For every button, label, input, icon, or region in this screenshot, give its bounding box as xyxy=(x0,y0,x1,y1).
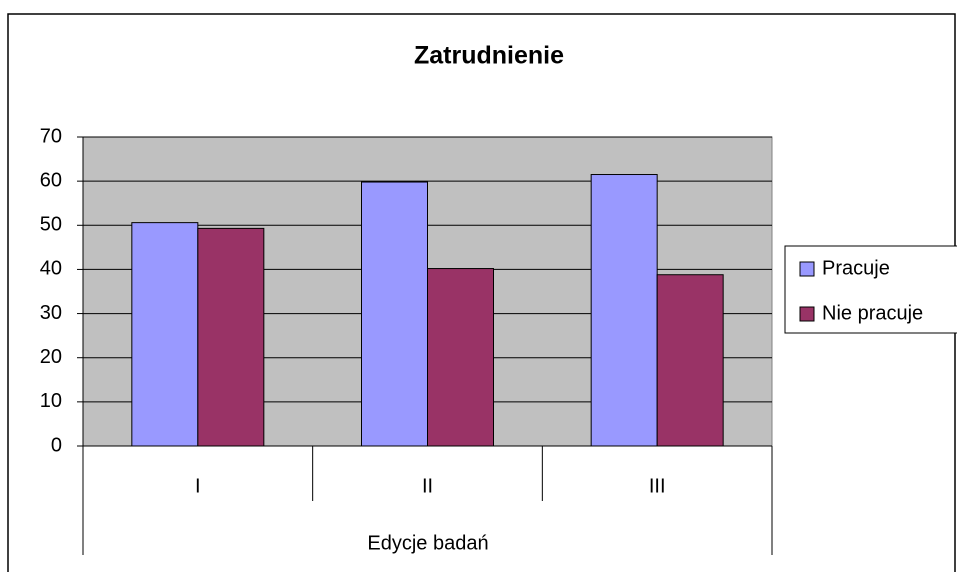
bar xyxy=(131,222,199,447)
y-tick-label: 70 xyxy=(40,125,62,147)
y-tick-label: 20 xyxy=(40,346,62,368)
legend-swatch xyxy=(799,306,815,322)
bar xyxy=(656,274,724,447)
bar xyxy=(590,174,658,447)
legend-label: Nie pracuje xyxy=(822,302,923,324)
y-tick-label: 10 xyxy=(40,390,62,412)
y-tick-label: 30 xyxy=(40,302,62,324)
bar xyxy=(361,181,428,447)
y-tick-label: 50 xyxy=(40,214,62,236)
x-tick-label: III xyxy=(649,475,666,497)
bar xyxy=(427,268,494,447)
legend-label: Pracuje xyxy=(822,257,890,279)
x-axis-title: Edycje badań xyxy=(367,532,488,554)
y-tick-label: 60 xyxy=(40,169,62,191)
chart-title: Zatrudnienie xyxy=(414,42,564,70)
y-tick-label: 0 xyxy=(51,434,62,456)
legend-swatch xyxy=(799,261,815,277)
x-tick-label: II xyxy=(422,475,433,497)
y-tick-label: 40 xyxy=(40,258,62,280)
bar xyxy=(197,227,265,447)
x-tick-label: I xyxy=(195,475,201,497)
